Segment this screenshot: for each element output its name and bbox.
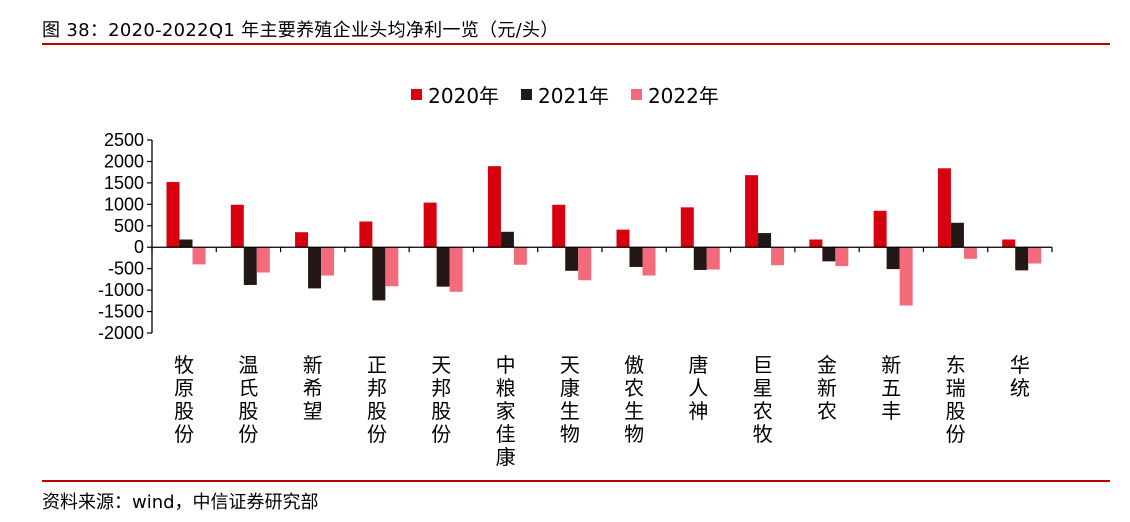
source-note: 资料来源：wind，中信证券研究部 — [42, 492, 319, 513]
bar — [372, 247, 386, 301]
x-tick-label: 巨星农牧 — [753, 353, 773, 446]
x-tick-label: 东瑞股份 — [946, 353, 966, 446]
bar — [693, 247, 707, 270]
y-tick-label: 2500 — [104, 130, 144, 150]
bar — [835, 247, 849, 267]
x-tick-label: 金新农 — [817, 353, 837, 423]
bar — [578, 247, 592, 281]
legend-label-2021: 2021年 — [538, 84, 609, 108]
bar — [745, 175, 759, 248]
x-tick-label: 华统 — [1010, 353, 1030, 400]
bar — [963, 247, 977, 259]
x-tick-label: 新五丰 — [881, 353, 901, 423]
bar — [295, 232, 309, 248]
bar — [230, 204, 244, 248]
x-tick-label: 傲农生物 — [624, 353, 644, 446]
y-tick-label: 1000 — [104, 194, 144, 214]
chart-legend: 2020年 2021年 2022年 — [0, 80, 1130, 109]
bar — [256, 247, 270, 273]
bar — [500, 231, 514, 248]
y-tick-label: -1500 — [98, 302, 144, 322]
bar — [487, 166, 501, 248]
y-tick-label: 2000 — [104, 151, 144, 171]
legend-swatch-2022 — [630, 89, 642, 100]
y-tick-label: 1500 — [104, 173, 144, 193]
bar — [423, 202, 437, 248]
x-tick-label: 天康生物 — [560, 353, 580, 446]
legend-item-2021: 2021年 — [521, 80, 609, 109]
legend-item-2020: 2020年 — [411, 80, 499, 109]
top-rule — [42, 43, 1110, 45]
y-tick-label: -500 — [108, 259, 144, 279]
legend-label-2022: 2022年 — [647, 84, 719, 108]
y-tick-label: 500 — [114, 216, 144, 236]
bottom-rule — [42, 480, 1110, 482]
legend-label-2020: 2020年 — [428, 84, 500, 108]
bar — [950, 222, 964, 248]
bar — [166, 182, 180, 248]
bar — [937, 168, 951, 248]
bar — [308, 247, 322, 289]
bar — [680, 207, 694, 248]
legend-item-2022: 2022年 — [630, 80, 719, 109]
bar — [809, 239, 823, 248]
bar — [886, 247, 900, 270]
bar — [771, 247, 785, 266]
x-tick-label: 唐人神 — [688, 353, 708, 423]
bar — [321, 247, 335, 276]
bar — [243, 247, 257, 285]
x-tick-label: 天邦股份 — [431, 353, 451, 446]
bar — [822, 247, 836, 262]
bar — [385, 247, 399, 287]
legend-swatch-2020 — [411, 89, 423, 100]
bar — [565, 247, 579, 271]
bar — [616, 229, 630, 248]
y-tick-label: 0 — [134, 237, 144, 257]
x-tick-label: 新希望 — [303, 353, 323, 423]
bar — [1028, 247, 1042, 264]
bar — [436, 247, 450, 287]
bar — [1015, 247, 1029, 271]
bar — [552, 204, 566, 248]
bar — [629, 247, 643, 267]
bar — [1002, 239, 1016, 248]
bar — [899, 247, 913, 306]
x-tick-label: 中粮家佳康 — [496, 353, 516, 469]
y-tick-label: -1000 — [98, 280, 144, 300]
bar — [642, 247, 656, 276]
bar — [179, 239, 193, 248]
bar — [359, 221, 373, 248]
figure-title: 图 38：2020-2022Q1 年主要养殖企业头均净利一览（元/头） — [42, 20, 559, 41]
x-tick-label: 牧原股份 — [174, 353, 194, 446]
bar — [706, 247, 720, 270]
bar — [873, 210, 887, 248]
bar — [758, 233, 772, 248]
bar — [192, 247, 206, 265]
x-tick-label: 正邦股份 — [367, 353, 387, 446]
x-tick-label: 温氏股份 — [238, 353, 258, 446]
y-tick-label: -2000 — [98, 323, 144, 343]
legend-swatch-2021 — [521, 89, 533, 100]
bar — [449, 247, 463, 292]
bar — [513, 247, 527, 265]
